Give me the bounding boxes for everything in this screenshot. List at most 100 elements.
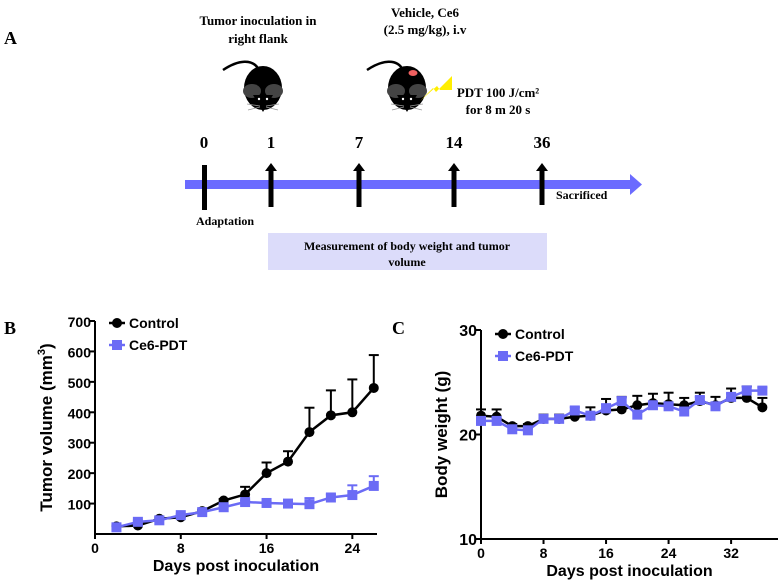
data-point (569, 405, 580, 416)
x-tick-label: 24 (345, 540, 361, 556)
data-point (368, 382, 379, 393)
legend-marker (498, 329, 508, 339)
treatment-text-2: (2.5 mg/kg), i.v (384, 22, 467, 37)
data-point (757, 385, 768, 396)
data-point (476, 415, 486, 426)
series-control: Control (476, 326, 768, 432)
data-point (283, 498, 294, 509)
data-point (240, 489, 251, 500)
legend-marker (112, 318, 122, 328)
legend-marker (112, 340, 122, 350)
adaptation-label: Adaptation (196, 214, 254, 228)
data-point (585, 410, 596, 421)
data-point (304, 499, 315, 510)
tumor-volume-chart: B 100 200 300 400 500 600 700 0 8 16 24 Days post in… (4, 314, 379, 575)
data-point (632, 409, 643, 420)
treated-mouse-icon (366, 60, 427, 112)
x-tick-label: 0 (477, 545, 485, 561)
y-tick-label: 700 (68, 314, 92, 330)
pdt-text-1: PDT 100 J/cm² (457, 85, 539, 100)
y-tick-label: 400 (68, 405, 92, 421)
x-axis-label: Days post inoculation (546, 563, 712, 580)
data-point (347, 407, 358, 418)
legend-label: Control (129, 315, 179, 331)
timeline-day-label: 0 (200, 133, 209, 152)
data-point (741, 385, 752, 396)
data-point (726, 391, 737, 402)
series-ce6-pdt: Ce6-PDT (476, 348, 768, 436)
data-point (325, 410, 336, 421)
y-axis-label: Body weight (g) (432, 371, 451, 498)
data-point (491, 415, 502, 426)
laser-lightning-icon (420, 76, 452, 101)
treatment-text-1: Vehicle, Ce6 (391, 5, 460, 20)
panel-label-a: A (4, 28, 17, 48)
inoculation-text-1: Tumor inoculation in (199, 13, 317, 28)
data-point (632, 400, 643, 411)
data-point (283, 456, 294, 467)
data-point (538, 413, 549, 424)
data-point (154, 515, 165, 526)
mouse-icon (222, 60, 283, 112)
timeline-arrow (448, 163, 460, 207)
series-ce6-pdt: Ce6-PDT (109, 337, 379, 533)
data-point (710, 401, 721, 412)
y-axis-label: Tumor volume (mm3) (36, 343, 56, 511)
y-tick-label: 100 (68, 497, 92, 513)
data-point (325, 492, 336, 503)
x-tick-label: 0 (91, 540, 99, 556)
panel-a-diagram: A Tumor inoculation in right flank Vehic… (4, 5, 642, 270)
timeline-day-label: 1 (267, 133, 276, 152)
data-point (304, 427, 315, 438)
x-tick-label: 16 (259, 540, 275, 556)
data-point (197, 507, 208, 518)
data-point (261, 497, 272, 508)
timeline-day-label: 36 (534, 133, 551, 152)
data-point (616, 404, 627, 415)
y-tick-label: 200 (68, 466, 92, 482)
tumor-spot (408, 70, 418, 76)
data-point (507, 424, 518, 435)
legend-marker (498, 351, 508, 361)
y-tick-label: 20 (459, 428, 477, 445)
timeline-day-label: 7 (355, 133, 364, 152)
timeline-day-label: 14 (446, 133, 464, 152)
y-tick-label: 500 (68, 375, 92, 391)
body-weight-chart: C 10 20 30 0 8 16 24 32 Days post inoculation Body… (392, 318, 778, 580)
data-point (522, 425, 533, 436)
data-point (175, 510, 186, 521)
adaptation-tick (202, 165, 207, 210)
y-tick-label: 10 (459, 532, 477, 549)
data-point (601, 403, 612, 414)
data-point (554, 413, 565, 424)
data-point (132, 516, 143, 527)
y-tick-label: 300 (68, 436, 92, 452)
measurement-box (268, 233, 547, 270)
data-point (616, 396, 627, 407)
y-tick-label: 30 (459, 323, 477, 340)
x-tick-label: 24 (661, 545, 677, 561)
data-point (679, 406, 690, 417)
inoculation-text-2: right flank (228, 31, 288, 46)
x-axis-label: Days post inoculation (153, 558, 319, 575)
data-point (111, 522, 122, 533)
y-tick-label: 600 (68, 344, 92, 360)
x-tick-label: 8 (540, 545, 548, 561)
data-point (694, 395, 705, 406)
y-axis-label-text: Body weight (g) (432, 371, 451, 498)
data-point (347, 490, 358, 501)
data-point (663, 401, 674, 412)
data-point (647, 400, 658, 411)
data-point (261, 468, 272, 479)
y-axis-label-superscript: 3 (36, 349, 48, 355)
timeline-arrow (265, 163, 277, 207)
timeline-arrow (536, 163, 548, 205)
measurement-text-2: volume (388, 255, 426, 269)
sacrificed-label: Sacrificed (556, 188, 608, 202)
x-tick-label: 16 (598, 545, 614, 561)
legend-label: Control (515, 326, 565, 342)
legend-label: Ce6-PDT (129, 337, 188, 353)
data-point (218, 502, 229, 513)
measurement-text-1: Measurement of body weight and tumor (304, 239, 511, 253)
